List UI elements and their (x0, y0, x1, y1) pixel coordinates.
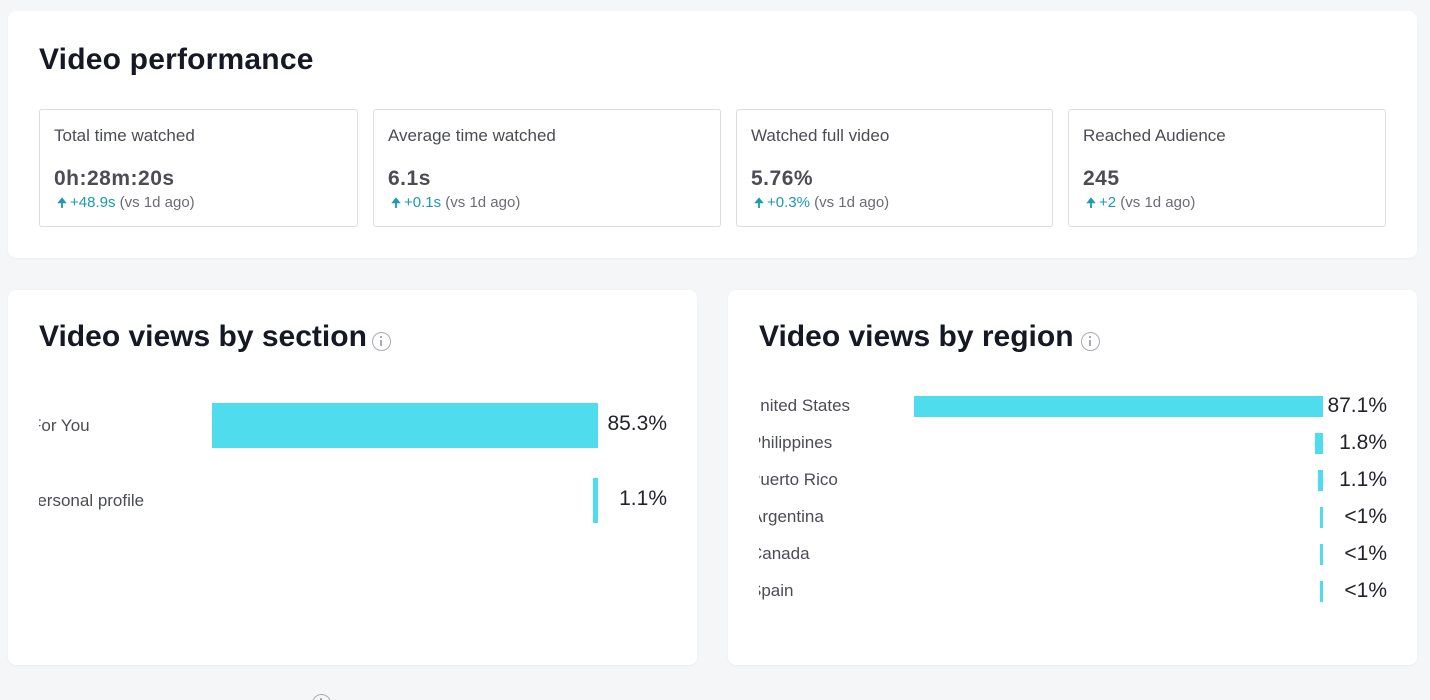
metric-compare: (vs 1d ago) (119, 194, 195, 211)
section-label-clip: Personal profile (39, 485, 209, 515)
region-label-clip: Puerto Rico (759, 467, 909, 493)
views-by-section-title: Video views by section (39, 320, 367, 353)
views-by-region-title: Video views by region (759, 320, 1074, 353)
metric-delta: 🠉 +48.9s (vs 1d ago) (54, 194, 195, 216)
region-bar-puerto-rico (1318, 470, 1323, 491)
section-label-for-you: For You (39, 416, 90, 435)
views-by-region-card: Video views by region United States 87.1… (728, 290, 1417, 665)
metric-watched-full-video[interactable]: Watched full video 5.76% 🠉 +0.3% (vs 1d a… (736, 109, 1053, 227)
region-label-spain: Spain (759, 581, 794, 600)
metric-reached-audience[interactable]: Reached Audience 245 🠉 +2 (vs 1d ago) (1068, 109, 1386, 227)
region-bar-united-states (914, 396, 1323, 417)
metric-average-time-watched[interactable]: Average time watched 6.1s 🠉 +0.1s (vs 1d … (373, 109, 721, 227)
region-label-clip: Argentina (759, 504, 909, 530)
metric-compare: (vs 1d ago) (814, 194, 890, 211)
views-by-section-card: Video views by section For You 85.3% Per… (8, 290, 697, 665)
region-label-clip: Canada (759, 541, 909, 567)
section-pct-for-you: 85.3% (607, 412, 667, 435)
region-label-united-states: United States (759, 396, 851, 415)
region-pct-philippines: 1.8% (1339, 431, 1387, 454)
metric-total-time-watched[interactable]: Total time watched 0h:28m:20s 🠉 +48.9s (v… (39, 109, 358, 227)
arrow-up-icon: 🠉 (1085, 195, 1097, 210)
region-label-puerto-rico: Puerto Rico (759, 470, 838, 489)
section-pct-personal-profile: 1.1% (619, 487, 667, 510)
metric-value: 5.76% (751, 167, 814, 190)
metric-delta: 🠉 +0.1s (vs 1d ago) (388, 194, 521, 216)
metric-label: Total time watched (54, 126, 195, 145)
region-pct-canada: <1% (1344, 542, 1387, 565)
metric-label: Reached Audience (1083, 126, 1226, 145)
metric-delta-value: +0.3% (767, 194, 810, 211)
region-pct-argentina: <1% (1344, 505, 1387, 528)
metric-label: Watched full video (751, 126, 890, 145)
metric-delta-value: +2 (1099, 194, 1117, 211)
region-label-clip: Philippines (759, 430, 909, 456)
metric-delta-value: +0.1s (404, 194, 442, 211)
region-bar-canada (1320, 544, 1323, 565)
metric-delta: 🠉 +2 (vs 1d ago) (1083, 194, 1196, 216)
video-performance-title: Video performance (39, 43, 314, 76)
region-bar-spain (1320, 581, 1323, 602)
region-label-philippines: Philippines (759, 433, 833, 452)
arrow-up-icon: 🠉 (390, 195, 402, 210)
video-performance-card: Video performance Total time watched 0h:… (8, 11, 1417, 258)
region-pct-spain: <1% (1344, 579, 1387, 602)
arrow-up-icon: 🠉 (753, 195, 765, 210)
region-pct-united-states: 87.1% (1327, 394, 1387, 417)
region-bar-argentina (1320, 507, 1323, 528)
region-bar-philippines (1315, 433, 1323, 454)
metric-label: Average time watched (388, 126, 556, 145)
info-icon[interactable] (372, 332, 391, 351)
section-bar-for-you (212, 403, 598, 448)
metric-delta: 🠉 +0.3% (vs 1d ago) (751, 194, 890, 216)
info-icon[interactable] (312, 694, 331, 700)
region-pct-puerto-rico: 1.1% (1339, 468, 1387, 491)
metric-delta-value: +48.9s (70, 194, 116, 211)
metric-value: 245 (1083, 167, 1120, 190)
region-label-argentina: Argentina (759, 507, 824, 526)
region-label-clip: United States (759, 393, 909, 419)
metric-value: 6.1s (388, 167, 431, 190)
region-label-canada: Canada (759, 544, 810, 563)
section-label-personal-profile: Personal profile (39, 491, 145, 510)
section-bar-personal-profile (593, 478, 598, 523)
metric-value: 0h:28m:20s (54, 167, 175, 190)
metric-compare: (vs 1d ago) (1120, 194, 1196, 211)
region-label-clip: Spain (759, 578, 909, 604)
metric-compare: (vs 1d ago) (445, 194, 521, 211)
info-icon[interactable] (1081, 332, 1100, 351)
arrow-up-icon: 🠉 (56, 195, 68, 210)
section-label-clip: For You (39, 410, 209, 440)
